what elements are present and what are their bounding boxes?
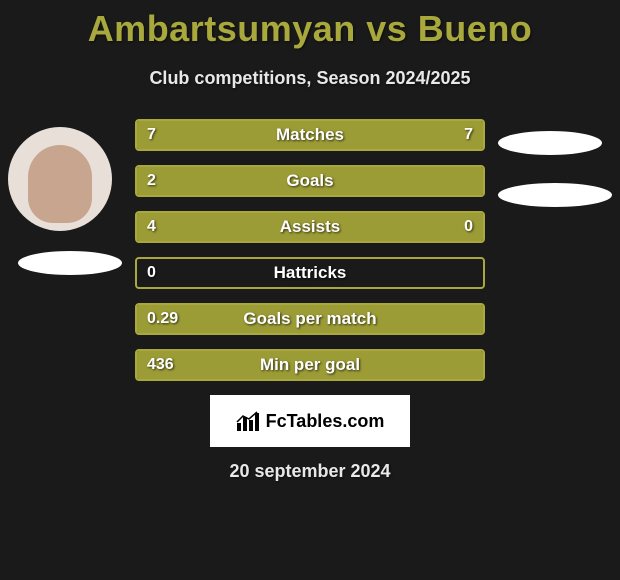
stat-value-left: 4 [147, 218, 156, 236]
footer-date: 20 september 2024 [0, 461, 620, 482]
stat-bar: 0Hattricks [135, 257, 485, 289]
page-title: Ambartsumyan vs Bueno [0, 0, 620, 50]
footer-brand-text: FcTables.com [266, 411, 385, 432]
stat-bar: 40Assists [135, 211, 485, 243]
stat-bar: 2Goals [135, 165, 485, 197]
stat-value-left: 7 [147, 126, 156, 144]
player-right-badge-2 [498, 183, 612, 207]
footer-brand[interactable]: FcTables.com [210, 395, 410, 447]
stat-bar-fill-left [137, 305, 483, 333]
player-left-avatar [8, 127, 112, 231]
player-left-badge [18, 251, 122, 275]
stat-bar-fill-left [137, 121, 310, 149]
stat-value-left: 0 [147, 264, 156, 282]
stat-bar: 77Matches [135, 119, 485, 151]
comparison-stage: 77Matches2Goals40Assists0Hattricks0.29Go… [0, 119, 620, 381]
stat-value-left: 2 [147, 172, 156, 190]
stat-value-left: 0.29 [147, 310, 178, 328]
stat-value-right: 7 [464, 126, 473, 144]
stat-bar-fill-left [137, 351, 483, 379]
stat-value-left: 436 [147, 356, 174, 374]
stat-value-right: 0 [464, 218, 473, 236]
stat-bar-fill-left [137, 167, 483, 195]
stat-bar: 436Min per goal [135, 349, 485, 381]
stat-bar-fill-left [137, 213, 403, 241]
comparison-bars: 77Matches2Goals40Assists0Hattricks0.29Go… [135, 119, 485, 381]
brand-chart-icon [236, 411, 260, 431]
stat-label: Hattricks [137, 263, 483, 283]
page-subtitle: Club competitions, Season 2024/2025 [0, 68, 620, 89]
player-right-badge-1 [498, 131, 602, 155]
stat-bar-fill-right [310, 121, 483, 149]
stat-bar: 0.29Goals per match [135, 303, 485, 335]
